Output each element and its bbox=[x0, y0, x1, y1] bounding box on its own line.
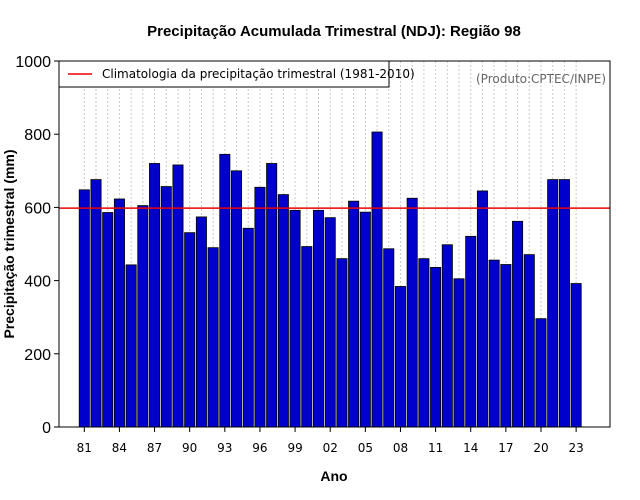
y-tick-label: 0 bbox=[42, 420, 51, 437]
bar-1983 bbox=[102, 212, 114, 428]
x-axis: 81 84 87 90 93 96 99 02 05 08 11 14 17 20 23 bbox=[77, 427, 584, 455]
bar-2020 bbox=[535, 318, 547, 428]
bar-2003 bbox=[336, 258, 348, 428]
bar-2017 bbox=[500, 264, 512, 428]
chart-title: Precipitação Acumulada Trimestral (NDJ):… bbox=[147, 23, 521, 40]
bar-2015 bbox=[476, 190, 488, 428]
bar-2004 bbox=[348, 200, 360, 428]
x-tick-label: 87 bbox=[147, 441, 162, 455]
bar-1981 bbox=[78, 189, 90, 428]
x-tick-label: 96 bbox=[252, 441, 267, 455]
bar-2008 bbox=[394, 286, 406, 428]
x-tick-label: 17 bbox=[498, 441, 513, 455]
bar-1990 bbox=[184, 232, 196, 428]
bar-1998 bbox=[277, 194, 289, 428]
bar-1982 bbox=[90, 179, 102, 428]
bars-group bbox=[78, 131, 582, 428]
bar-2021 bbox=[547, 179, 559, 428]
bar-1999 bbox=[289, 209, 301, 428]
bar-2006 bbox=[371, 131, 383, 428]
bar-2000 bbox=[301, 246, 313, 428]
bar-1996 bbox=[254, 186, 266, 428]
x-tick-label: 08 bbox=[393, 441, 408, 455]
bar-1984 bbox=[113, 198, 125, 428]
bar-1985 bbox=[125, 264, 137, 428]
source-note: (Produto:CPTEC/INPE) bbox=[476, 72, 606, 86]
x-tick-label: 05 bbox=[358, 441, 373, 455]
bar-2022 bbox=[558, 179, 570, 428]
bar-2012 bbox=[441, 244, 453, 428]
bar-1992 bbox=[207, 247, 219, 428]
bar-1991 bbox=[195, 216, 207, 428]
bar-2019 bbox=[523, 254, 535, 428]
bar-1989 bbox=[172, 164, 184, 428]
y-axis: 0 200 400 600 800 1000 bbox=[15, 54, 59, 437]
legend-box bbox=[58, 60, 390, 88]
x-tick-label: 90 bbox=[182, 441, 197, 455]
legend-label: Climatologia da precipitação trimestral … bbox=[102, 67, 415, 81]
bar-2011 bbox=[430, 267, 442, 428]
x-tick-label: 14 bbox=[463, 441, 478, 455]
bar-1987 bbox=[149, 163, 161, 428]
bar-2014 bbox=[465, 235, 477, 428]
y-tick-label: 800 bbox=[24, 127, 51, 144]
bar-1997 bbox=[266, 163, 278, 428]
y-tick-label: 400 bbox=[24, 274, 51, 291]
bar-2007 bbox=[383, 248, 395, 428]
x-tick-label: 93 bbox=[217, 441, 232, 455]
bar-2005 bbox=[359, 211, 371, 428]
x-tick-label: 84 bbox=[112, 441, 127, 455]
bar-2010 bbox=[418, 258, 430, 428]
bar-1986 bbox=[137, 205, 149, 428]
x-tick-label: 20 bbox=[533, 441, 548, 455]
x-tick-label: 99 bbox=[287, 441, 302, 455]
x-axis-title: Ano bbox=[320, 468, 347, 484]
y-tick-label: 600 bbox=[24, 200, 51, 217]
x-tick-label: 11 bbox=[428, 441, 443, 455]
bar-1993 bbox=[219, 153, 231, 428]
bar-2009 bbox=[406, 197, 418, 428]
x-tick-label: 81 bbox=[77, 441, 92, 455]
y-tick-label: 1000 bbox=[15, 54, 51, 71]
bar-2018 bbox=[512, 220, 524, 428]
x-tick-label: 02 bbox=[323, 441, 338, 455]
bar-2016 bbox=[488, 259, 500, 428]
bar-2023 bbox=[570, 283, 582, 428]
bar-2002 bbox=[324, 217, 336, 428]
bar-2001 bbox=[312, 209, 324, 428]
legend: Climatologia da precipitação trimestral … bbox=[58, 60, 415, 88]
bar-1995 bbox=[242, 227, 254, 428]
bar-1988 bbox=[160, 186, 172, 428]
x-tick-label: 23 bbox=[568, 441, 583, 455]
bar-1994 bbox=[231, 170, 243, 428]
y-tick-label: 200 bbox=[24, 347, 51, 364]
y-axis-title: Precipitação trimestral (mm) bbox=[1, 149, 17, 338]
bar-2013 bbox=[453, 278, 465, 428]
